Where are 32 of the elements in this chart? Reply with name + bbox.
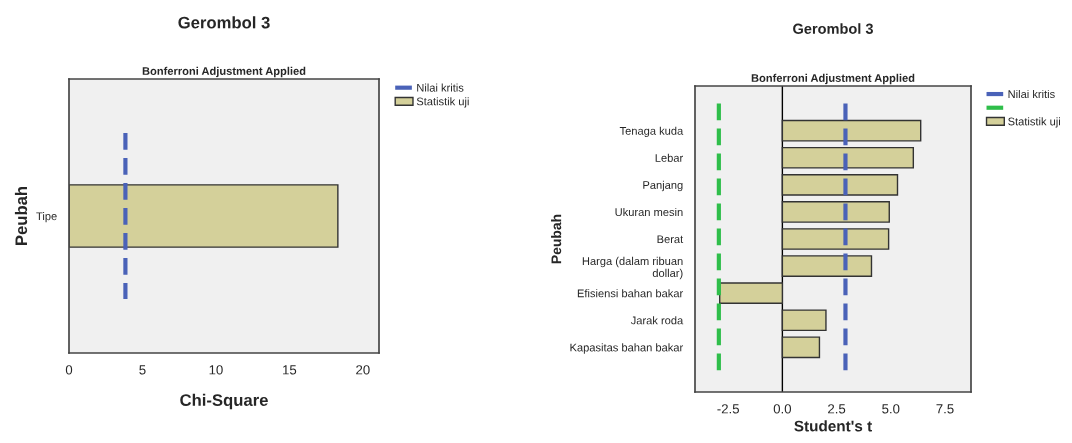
y-axis-title: Peubah [14, 186, 28, 245]
legend-label: Statistik uji [416, 97, 469, 108]
y-tick-label: Harga (dalam ribuan dollar) [582, 256, 683, 280]
x-tick-label: -2.5 [717, 404, 739, 414]
x-tick-label: 2.5 [828, 404, 846, 414]
x-tick-label: 20 [356, 365, 370, 375]
y-tick-label: Efisiensi bahan bakar [577, 289, 684, 298]
x-tick-label: 5 [139, 365, 146, 375]
y-tick-label: Kapasitas bahan bakar [570, 343, 684, 354]
chart-title: Gerombol 3 [793, 23, 873, 34]
y-tick-label: Tipe [36, 211, 57, 223]
chart-title: Gerombol 3 [178, 16, 270, 29]
chart-subtitle: Bonferroni Adjustment Applied [142, 66, 306, 78]
chart-subtitle: Bonferroni Adjustment Applied [751, 73, 915, 85]
y-tick-label: Berat [657, 235, 684, 244]
x-tick-label: 10 [209, 365, 223, 375]
x-tick-label: 0 [65, 365, 73, 375]
y-tick-label: Jarak roda [630, 316, 684, 325]
legend-label: Nilai kritis [417, 83, 464, 92]
x-tick-label: 0.0 [773, 404, 792, 414]
y-tick-label: Panjang [643, 180, 683, 192]
y-tick-label: Tenaga kuda [619, 126, 684, 138]
x-tick-label: 7.5 [936, 404, 954, 414]
y-tick-label: Ukuran mesin [615, 207, 683, 217]
x-axis-title: Chi-Square [180, 393, 268, 410]
x-tick-label: 15 [283, 365, 297, 375]
legend-label: Statistik uji [1008, 117, 1060, 128]
x-axis-title: Student's t [794, 420, 872, 432]
y-tick-label: Lebar [655, 153, 684, 162]
y-axis-title: Peubah [551, 214, 562, 264]
legend-label: Nilai kritis [1008, 89, 1055, 99]
x-tick-label: 5.0 [882, 404, 900, 414]
